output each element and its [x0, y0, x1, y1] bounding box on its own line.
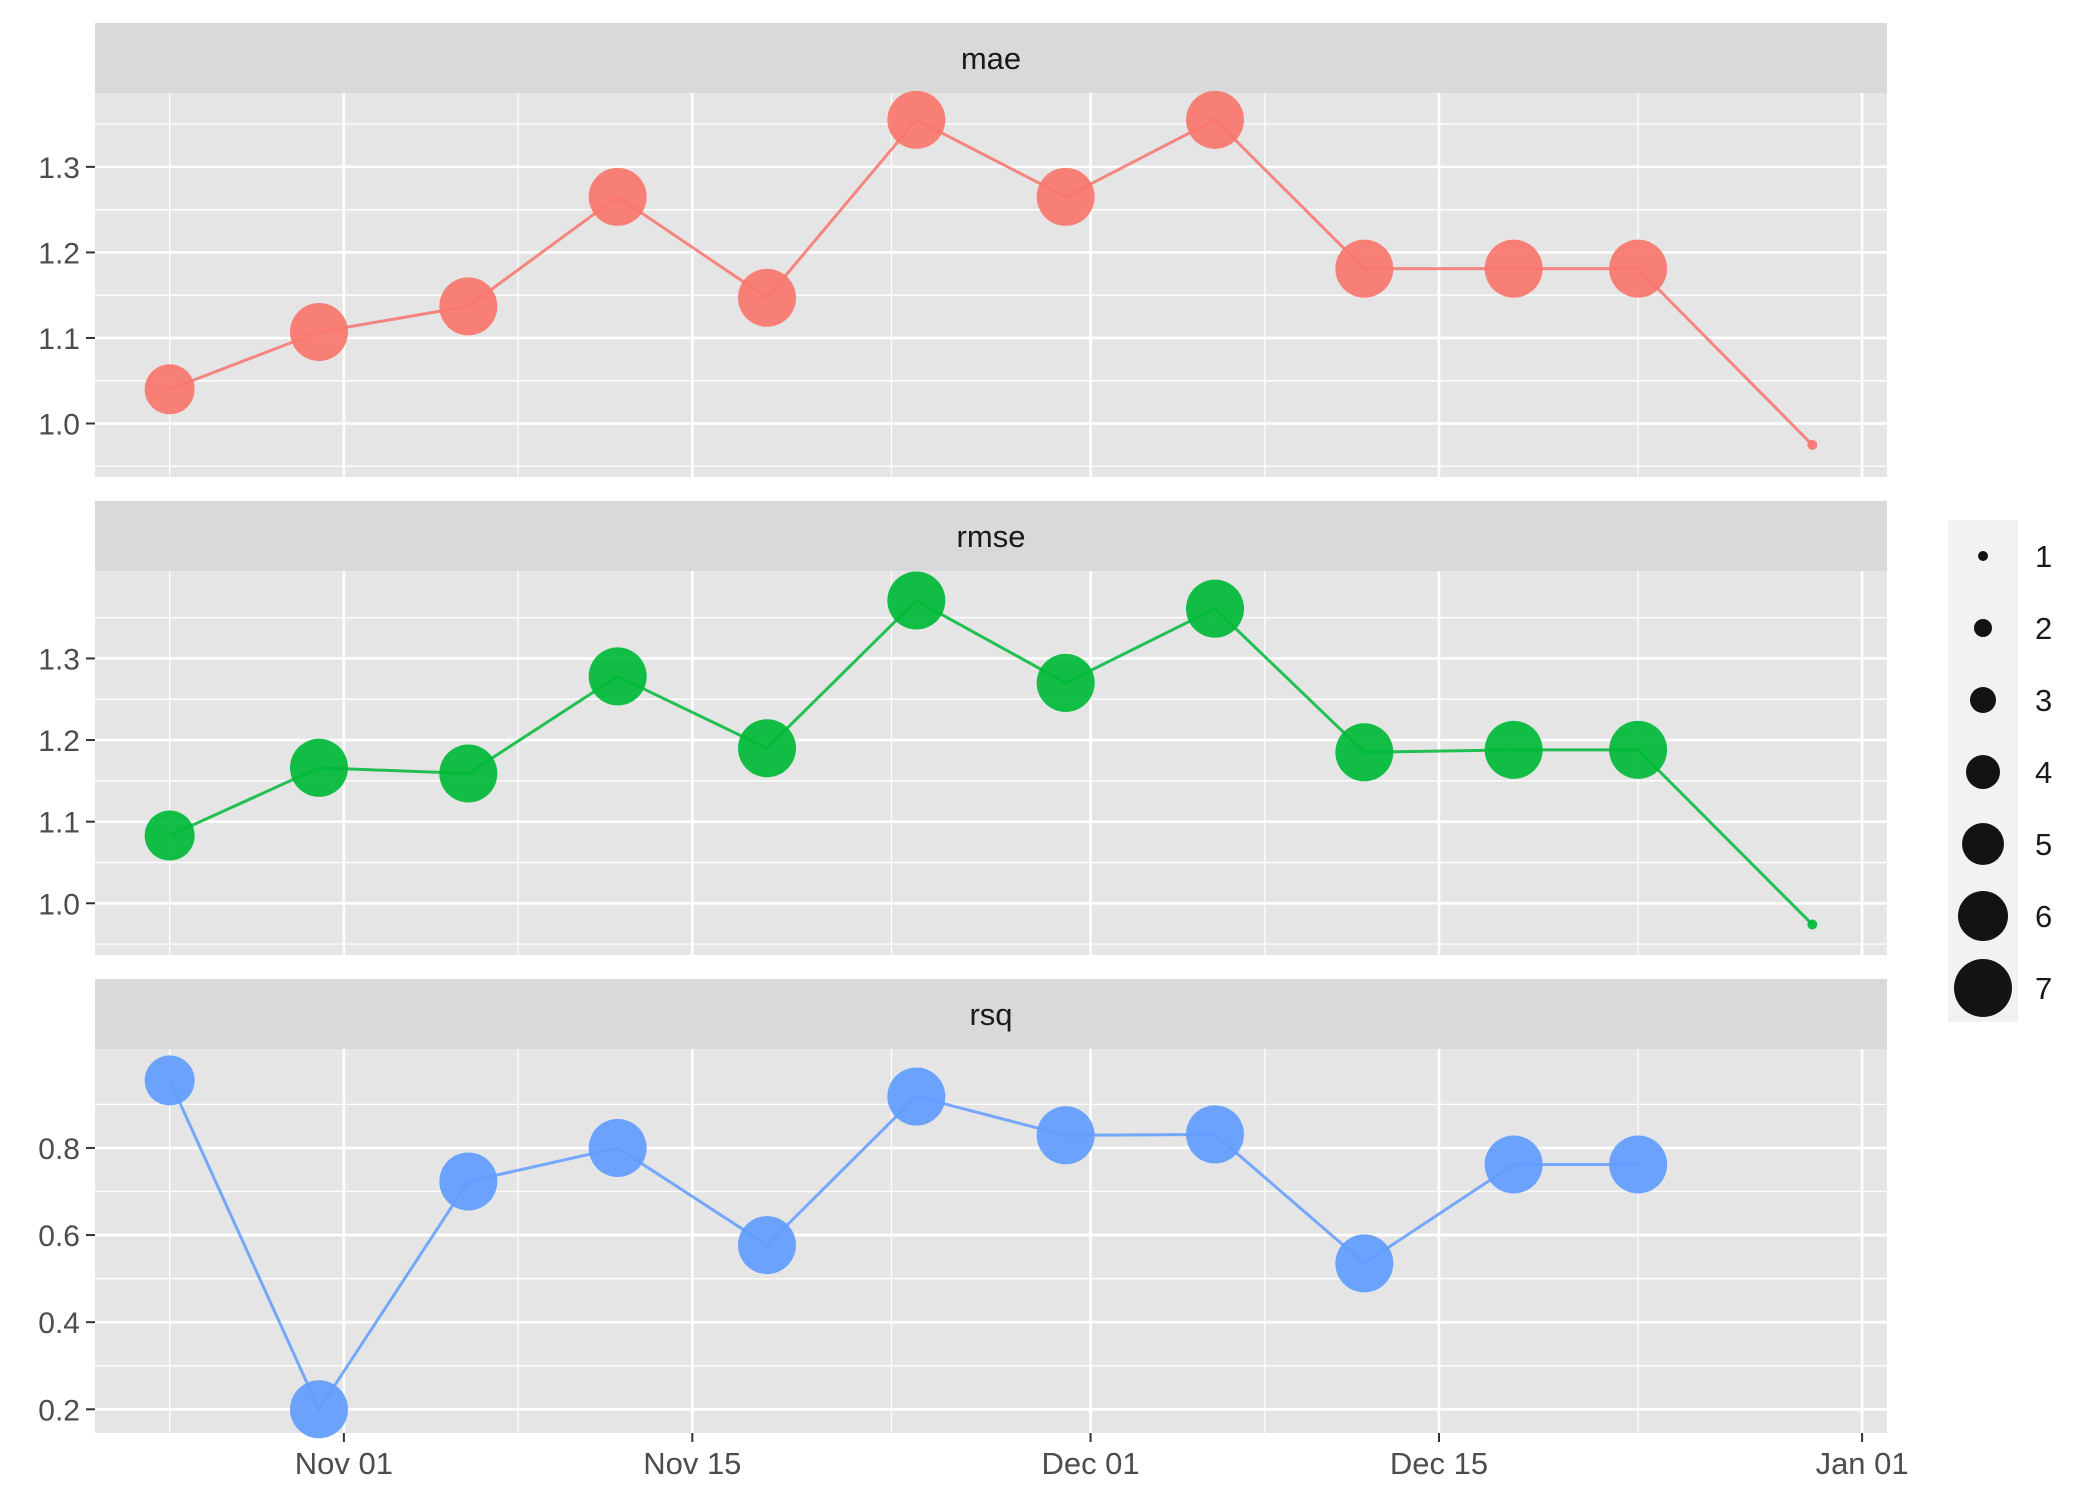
data-point-mae: [1335, 239, 1394, 298]
legend-key-5: [1962, 823, 2004, 865]
legend-label-7: 7: [2035, 971, 2052, 1006]
x-tick-label: Jan 01: [1816, 1446, 1909, 1481]
data-point-rmse: [887, 571, 946, 630]
y-tick-label-rmse: 1.3: [38, 643, 80, 676]
data-point-rsq: [1484, 1135, 1543, 1194]
facet-strip-rsq: [95, 979, 1887, 1049]
data-point-rsq: [588, 1118, 647, 1177]
data-point-rsq: [144, 1055, 195, 1106]
data-point-mae: [1609, 239, 1668, 298]
legend-key-7: [1954, 959, 2012, 1017]
data-point-mae: [1484, 239, 1543, 298]
legend-label-3: 3: [2035, 683, 2052, 718]
data-point-mae: [1186, 90, 1244, 149]
y-tick-label-rsq: 0.8: [38, 1133, 80, 1166]
data-point-rsq: [1036, 1106, 1095, 1165]
data-point-rsq: [290, 1380, 348, 1439]
data-point-rsq: [1186, 1105, 1244, 1164]
data-point-rmse: [1335, 723, 1394, 782]
data-point-mae: [144, 364, 195, 415]
data-point-rsq: [439, 1152, 498, 1211]
y-tick-label-rsq: 0.4: [38, 1307, 80, 1340]
x-tick-label: Nov 01: [295, 1446, 393, 1481]
y-tick-label-rmse: 1.0: [38, 888, 80, 921]
y-tick-label-rsq: 0.6: [38, 1220, 80, 1253]
legend-label-4: 4: [2035, 755, 2052, 790]
data-point-rmse: [1484, 720, 1543, 779]
data-point-mae: [1807, 439, 1818, 450]
facet-label-rmse: rmse: [957, 519, 1026, 554]
legend-key-2: [1974, 619, 1992, 637]
data-point-mae: [588, 167, 647, 226]
legend-label-1: 1: [2035, 539, 2052, 574]
x-tick-label: Dec 01: [1041, 1446, 1139, 1481]
data-point-rsq: [887, 1067, 946, 1126]
legend-label-5: 5: [2035, 827, 2052, 862]
legend-key-6: [1958, 891, 2008, 941]
data-point-rmse: [738, 719, 796, 778]
data-point-rmse: [1807, 919, 1818, 930]
data-point-rmse: [439, 744, 498, 803]
legend-label-6: 6: [2035, 899, 2052, 934]
facet-label-rsq: rsq: [969, 997, 1012, 1032]
panel-rmse: [95, 571, 1887, 955]
data-point-rmse: [290, 738, 348, 797]
facet-strip-mae: [95, 23, 1887, 93]
data-point-rsq: [1609, 1135, 1668, 1194]
x-tick-label: Dec 15: [1390, 1446, 1488, 1481]
y-tick-label-mae: 1.3: [38, 152, 80, 185]
data-point-mae: [1036, 167, 1095, 226]
data-point-rmse: [1186, 579, 1244, 638]
data-point-rsq: [738, 1216, 796, 1275]
legend-key-1: [1978, 551, 1988, 561]
data-point-mae: [738, 268, 796, 327]
data-point-rmse: [588, 647, 647, 706]
y-tick-label-rmse: 1.1: [38, 807, 80, 840]
legend-label-2: 2: [2035, 611, 2052, 646]
data-point-rmse: [1609, 720, 1668, 779]
legend-key-4: [1966, 755, 2000, 789]
y-tick-label-mae: 1.0: [38, 409, 80, 442]
facet-strip-rmse: [95, 501, 1887, 571]
y-tick-label-mae: 1.2: [38, 237, 80, 270]
y-tick-label-rmse: 1.2: [38, 725, 80, 758]
y-tick-label-rsq: 0.2: [38, 1394, 80, 1427]
x-tick-label: Nov 15: [643, 1446, 741, 1481]
y-tick-label-mae: 1.1: [38, 323, 80, 356]
data-point-rsq: [1335, 1234, 1394, 1293]
facet-label-mae: mae: [961, 41, 1021, 76]
data-point-mae: [887, 90, 946, 149]
data-point-rmse: [144, 810, 195, 861]
legend-key-3: [1970, 687, 1996, 713]
panel-rsq: [95, 1049, 1887, 1433]
data-point-rmse: [1036, 653, 1095, 712]
data-point-mae: [290, 302, 348, 361]
data-point-mae: [439, 277, 498, 336]
